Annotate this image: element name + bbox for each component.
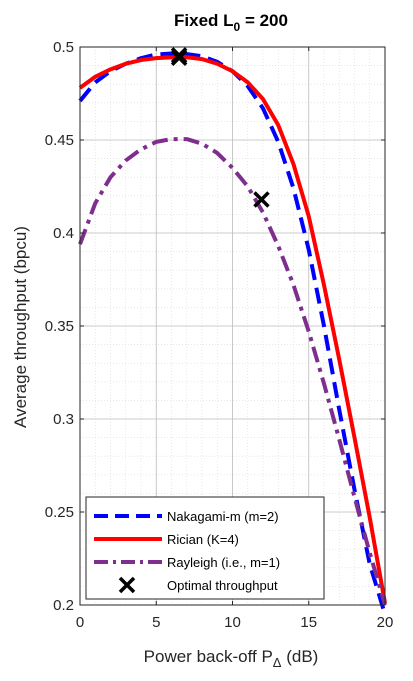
y-axis-label: Average throughput (bpcu) xyxy=(11,226,30,428)
y-tick-label: 0.25 xyxy=(45,504,74,521)
y-tick-label: 0.4 xyxy=(53,225,74,242)
x-axis-label-subscript: Δ xyxy=(273,655,282,670)
optimal-marker-1 xyxy=(170,47,188,64)
x-tick-label: 0 xyxy=(76,614,84,631)
y-tick-label: 0.3 xyxy=(53,411,74,428)
chart-title: Fixed L0 = 200 xyxy=(174,11,288,34)
legend-label-nakagami: Nakagami-m (m=2) xyxy=(167,509,279,524)
y-tick-label: 0.5 xyxy=(53,39,74,56)
x-tick-label: 10 xyxy=(224,614,241,631)
series-line-1 xyxy=(78,55,387,604)
x-axis-label-rest: (dB) xyxy=(281,647,318,666)
x-axis-label-main: Power back-off P xyxy=(144,647,273,666)
legend: Nakagami-m (m=2) Rician (K=4) Rayleigh (… xyxy=(85,496,325,600)
legend-marker-optimal xyxy=(118,576,136,594)
legend-label-rician: Rician (K=4) xyxy=(167,532,239,547)
chart-title-main: Fixed L xyxy=(174,11,234,30)
legend-label-rayleigh: Rayleigh (i.e., m=1) xyxy=(167,555,280,570)
x-axis-label: Power back-off PΔ (dB) xyxy=(144,647,319,670)
y-tick-label: 0.35 xyxy=(45,318,74,335)
chart-title-subscript: 0 xyxy=(234,20,241,34)
legend-label-optimal: Optimal throughput xyxy=(167,578,278,593)
y-tick-label: 0.45 xyxy=(45,132,74,149)
x-tick-label: 15 xyxy=(300,614,317,631)
x-tick-label: 5 xyxy=(152,614,160,631)
axes: 0 5 10 15 20 0.2 0.25 0.3 0.35 0.4 0.45 0.5 xyxy=(45,39,394,631)
chart-title-rest: = 200 xyxy=(240,11,288,30)
x-tick-label: 20 xyxy=(377,614,394,631)
y-tick-label: 0.2 xyxy=(53,597,74,614)
series-line-2 xyxy=(78,137,387,606)
plot-area xyxy=(78,47,387,615)
optimal-marker-2 xyxy=(253,191,270,208)
